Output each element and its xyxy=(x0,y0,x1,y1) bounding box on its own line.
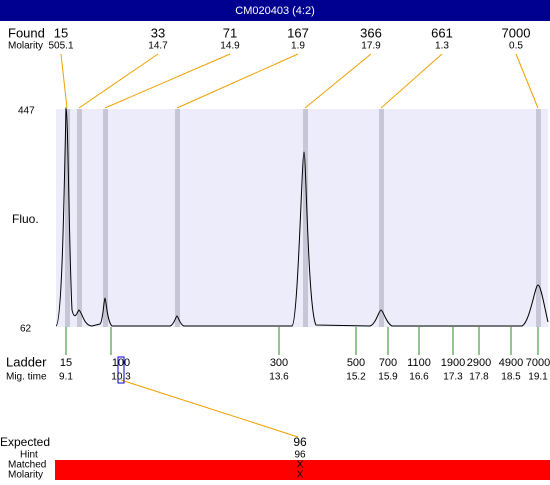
ladder-time: 18.5 xyxy=(501,372,521,383)
ladder-size: 15 xyxy=(60,357,72,369)
expected-link xyxy=(120,379,299,438)
peak-molarity: 0.5 xyxy=(509,41,523,52)
peak-link xyxy=(304,53,372,109)
peak-molarity: 17.9 xyxy=(361,41,381,52)
ladder-size: 2900 xyxy=(467,357,491,369)
matched-value: X xyxy=(297,460,304,471)
ladder-time: 17.8 xyxy=(469,372,489,383)
peak-band xyxy=(77,109,82,327)
match-bar xyxy=(55,460,550,480)
peak-link xyxy=(104,53,231,109)
row-label: Matched xyxy=(8,460,46,471)
ladder-size: 500 xyxy=(347,357,365,369)
ladder-size: 7000 xyxy=(526,357,550,369)
row-label: Ladder xyxy=(6,354,47,369)
ladder-size: 4900 xyxy=(499,357,523,369)
plot-area xyxy=(56,109,548,327)
row-label: Mig. time xyxy=(6,372,47,383)
peak-molarity: 1.3 xyxy=(435,41,449,52)
axis-max: 447 xyxy=(18,106,35,117)
row-label: Found xyxy=(8,25,45,40)
peak-size: 71 xyxy=(223,25,237,40)
peak-size: 7000 xyxy=(502,25,531,40)
peak-band xyxy=(103,109,108,327)
row-label: Molarity xyxy=(8,470,43,480)
peak-link xyxy=(380,53,443,109)
ladder-size: 300 xyxy=(270,357,288,369)
ladder-time: 19.1 xyxy=(528,372,548,383)
peak-link xyxy=(515,53,539,109)
ladder-size: 100 xyxy=(112,357,130,369)
expected-value: 96 xyxy=(293,435,307,449)
ladder-size: 1900 xyxy=(441,357,465,369)
ladder-size: 1100 xyxy=(407,357,431,369)
molarity-value: X xyxy=(297,470,304,480)
ladder-time: 15.2 xyxy=(346,372,366,383)
ladder-time: 16.6 xyxy=(409,372,429,383)
ladder-time: 13.6 xyxy=(269,372,289,383)
title-bar xyxy=(0,0,550,21)
peak-size: 661 xyxy=(431,25,453,40)
row-label: Expected xyxy=(0,435,50,449)
hint-value: 96 xyxy=(294,450,306,461)
peak-size: 366 xyxy=(360,25,382,40)
selected-ladder xyxy=(117,356,125,384)
ladder-size: 700 xyxy=(379,357,397,369)
peak-molarity: 1.9 xyxy=(291,41,305,52)
axis-min: 62 xyxy=(20,324,32,335)
peak-size: 15 xyxy=(54,25,68,40)
ladder-time: 17.3 xyxy=(443,372,463,383)
peak-link xyxy=(78,53,159,109)
peak-molarity: 14.9 xyxy=(220,41,240,52)
peak-size: 167 xyxy=(287,25,309,40)
peak-band xyxy=(303,109,308,327)
row-label: Molarity xyxy=(8,41,43,52)
peak-size: 33 xyxy=(151,25,165,40)
axis-label: Fluo. xyxy=(12,212,39,226)
ladder-time: 15.9 xyxy=(378,372,398,383)
peak-molarity: 505.1 xyxy=(48,41,73,52)
ladder-time: 10.3 xyxy=(111,372,131,383)
peak-band xyxy=(175,109,180,327)
peak-molarity: 14.7 xyxy=(148,41,168,52)
row-label: Hint xyxy=(20,450,38,461)
trace xyxy=(55,107,549,327)
peak-link xyxy=(176,53,299,109)
peak-band xyxy=(65,109,70,327)
ladder-time: 9.1 xyxy=(59,372,73,383)
peak-band xyxy=(379,109,384,327)
peak-link xyxy=(60,53,68,109)
peak-band xyxy=(536,109,541,327)
title: CM020403 (4:2) xyxy=(235,5,315,17)
